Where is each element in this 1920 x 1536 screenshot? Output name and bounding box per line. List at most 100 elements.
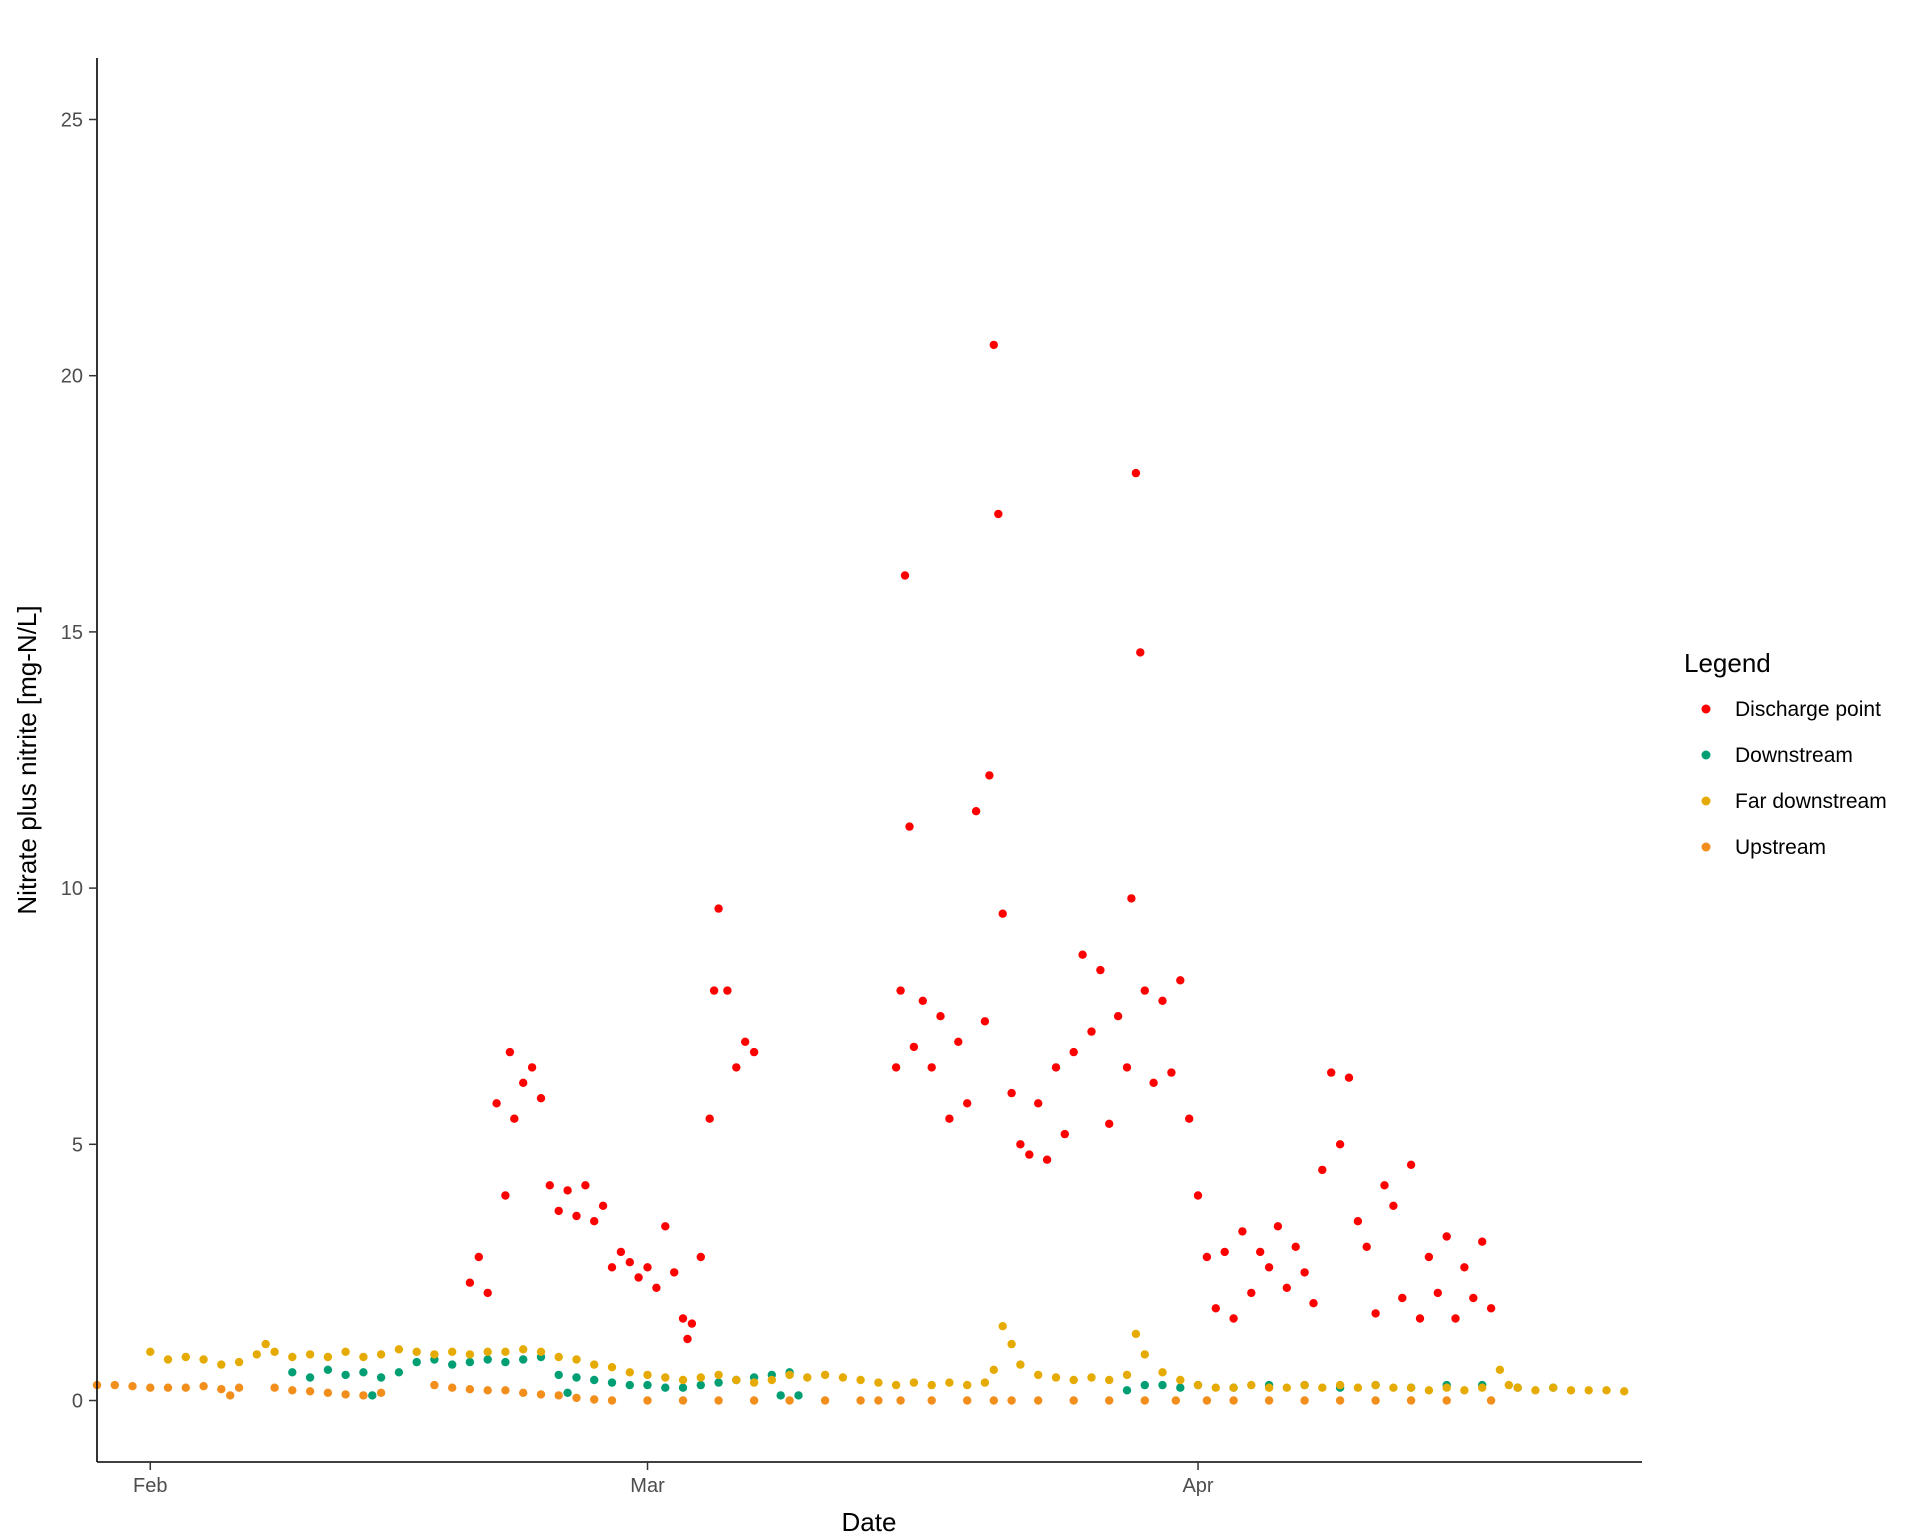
data-point xyxy=(1415,1314,1425,1323)
data-point xyxy=(590,1395,599,1404)
data-point xyxy=(1016,1140,1025,1149)
data-point xyxy=(519,1078,528,1088)
data-point xyxy=(483,1347,492,1357)
legend-item-downstream: Downstream xyxy=(1701,744,1853,767)
data-point xyxy=(1318,1383,1327,1392)
y-tick-label: 25 xyxy=(61,109,83,131)
data-point xyxy=(1513,1383,1522,1392)
data-point xyxy=(652,1283,661,1293)
data-point xyxy=(163,1355,173,1364)
data-point xyxy=(820,1396,830,1405)
data-point xyxy=(749,1396,759,1405)
data-point xyxy=(625,1368,634,1377)
data-point xyxy=(1531,1386,1540,1395)
data-point xyxy=(1318,1165,1327,1175)
data-point xyxy=(146,1383,155,1392)
data-point xyxy=(1176,1375,1185,1385)
data-point xyxy=(1105,1119,1114,1129)
data-point xyxy=(1122,1386,1132,1395)
data-point xyxy=(1087,1373,1096,1382)
data-point xyxy=(1007,1396,1016,1405)
data-point xyxy=(1424,1386,1434,1395)
data-point xyxy=(252,1350,261,1359)
data-point xyxy=(1264,1263,1274,1272)
data-point xyxy=(1193,1191,1203,1200)
data-point xyxy=(1136,648,1145,657)
data-point xyxy=(563,1186,572,1195)
data-point xyxy=(998,909,1007,918)
data-point xyxy=(1105,1375,1114,1385)
data-point xyxy=(1131,468,1141,478)
data-point xyxy=(1127,894,1136,903)
legend-key xyxy=(1701,704,1711,714)
data-point xyxy=(323,1352,333,1362)
data-point xyxy=(1247,1288,1256,1298)
legend-item-upstream: Upstream xyxy=(1701,836,1826,859)
data-point xyxy=(732,1375,741,1385)
data-point xyxy=(1202,1252,1212,1262)
data-point xyxy=(181,1383,190,1392)
data-point xyxy=(412,1347,421,1357)
data-point xyxy=(234,1357,244,1367)
data-point xyxy=(1202,1396,1212,1405)
data-point xyxy=(1140,1396,1150,1405)
data-point xyxy=(1353,1217,1363,1226)
legend-key xyxy=(1701,842,1711,852)
data-point xyxy=(323,1365,333,1375)
x-axis-title: Date xyxy=(842,1507,897,1536)
data-point xyxy=(1486,1396,1496,1405)
x-tick-label: Feb xyxy=(133,1475,167,1497)
data-point xyxy=(936,1012,945,1021)
data-point xyxy=(1096,965,1105,975)
data-point xyxy=(1238,1227,1247,1236)
data-point xyxy=(563,1388,572,1398)
x-tick-label: Mar xyxy=(630,1475,665,1497)
data-point xyxy=(874,1378,883,1387)
data-point xyxy=(607,1396,617,1405)
data-point xyxy=(572,1373,581,1382)
data-point xyxy=(1602,1386,1611,1395)
data-point xyxy=(1042,1155,1052,1164)
series-discharge-point xyxy=(465,340,1496,1344)
data-point xyxy=(989,1365,998,1375)
data-point xyxy=(1469,1293,1478,1303)
data-point xyxy=(963,1099,972,1108)
data-point xyxy=(1122,1063,1132,1072)
data-point xyxy=(1335,1380,1345,1390)
data-point xyxy=(1007,1339,1016,1349)
y-axis-ticks: 0 5 10 15 20 25 xyxy=(61,109,97,1413)
data-point xyxy=(1060,1129,1070,1139)
data-point xyxy=(598,1201,608,1211)
data-point xyxy=(856,1375,865,1385)
data-point xyxy=(1229,1314,1238,1323)
data-point xyxy=(1344,1073,1354,1082)
data-point xyxy=(607,1378,617,1387)
data-point xyxy=(519,1388,528,1398)
data-point xyxy=(945,1378,954,1387)
data-point xyxy=(785,1370,794,1380)
data-point xyxy=(305,1373,315,1382)
data-point xyxy=(1442,1383,1451,1392)
data-point xyxy=(705,1114,714,1123)
data-point xyxy=(288,1386,297,1395)
data-point xyxy=(323,1388,333,1398)
x-tick-label: Apr xyxy=(1182,1475,1213,1497)
data-point xyxy=(909,1042,919,1052)
data-point xyxy=(1282,1283,1292,1293)
data-point xyxy=(581,1181,590,1190)
data-point xyxy=(146,1347,155,1357)
data-point xyxy=(261,1339,270,1349)
data-point xyxy=(927,1396,936,1405)
data-point xyxy=(1309,1299,1318,1308)
y-axis-title: Nitrate plus nitrite [mg-N/L] xyxy=(12,605,42,914)
legend-key xyxy=(1701,750,1711,760)
data-point xyxy=(1549,1383,1558,1392)
data-point xyxy=(305,1387,315,1396)
data-point xyxy=(359,1352,368,1362)
data-point xyxy=(989,340,998,350)
data-point xyxy=(749,1378,759,1387)
legend-label: Far downstream xyxy=(1735,790,1887,813)
data-point xyxy=(217,1360,226,1369)
legend-label: Upstream xyxy=(1735,836,1826,859)
data-point xyxy=(625,1258,634,1267)
